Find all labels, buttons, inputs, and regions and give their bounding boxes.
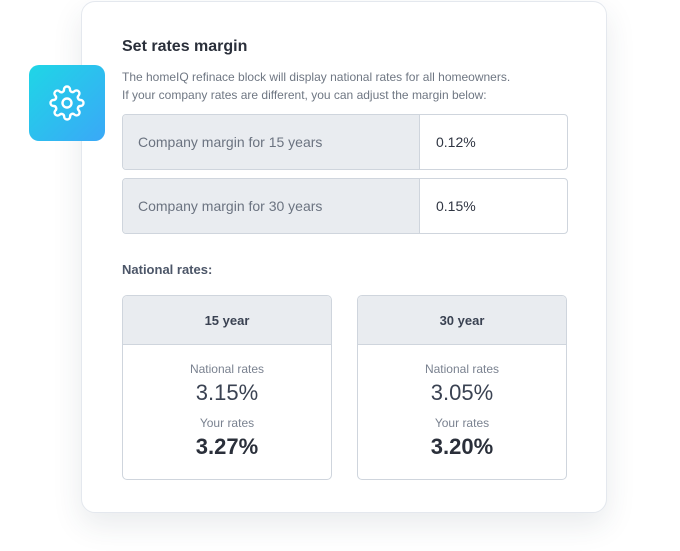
rate-box-title: 15 year: [123, 296, 331, 345]
your-rate-value: 3.27%: [195, 434, 259, 459]
your-rate-value: 3.20%: [430, 434, 494, 459]
national-rates-label: National rates: [424, 362, 500, 376]
margin-row-30-years: Company margin for 30 years 0.15%: [122, 178, 568, 234]
your-rates-label: Your rates: [434, 416, 490, 430]
description-line-1: The homeIQ refinace block will display n…: [122, 70, 511, 84]
rate-box-15-year: 15 year National rates 3.15% Your rates …: [122, 295, 332, 480]
settings-badge[interactable]: [29, 65, 105, 141]
margin-input-15-years[interactable]: 0.12%: [436, 134, 476, 150]
rates-margin-card: Set rates margin The homeIQ refinace blo…: [81, 1, 607, 513]
margin-label-15-years: Company margin for 15 years: [123, 115, 420, 169]
card-title: Set rates margin: [122, 38, 248, 55]
national-rates-heading: National rates:: [122, 262, 213, 277]
margin-input-30-years[interactable]: 0.15%: [436, 198, 476, 214]
national-rate-value: 3.05%: [430, 380, 494, 405]
rate-box-title: 30 year: [358, 296, 566, 345]
your-rates-label: Your rates: [199, 416, 255, 430]
gear-icon: [49, 85, 85, 121]
description-line-2: If your company rates are different, you…: [122, 88, 487, 102]
margin-row-15-years: Company margin for 15 years 0.12%: [122, 114, 568, 170]
rate-box-30-year: 30 year National rates 3.05% Your rates …: [357, 295, 567, 480]
national-rates-label: National rates: [189, 362, 265, 376]
margin-label-30-years: Company margin for 30 years: [123, 179, 420, 233]
card-description: The homeIQ refinace block will display n…: [122, 68, 510, 104]
national-rate-value: 3.15%: [195, 380, 259, 405]
